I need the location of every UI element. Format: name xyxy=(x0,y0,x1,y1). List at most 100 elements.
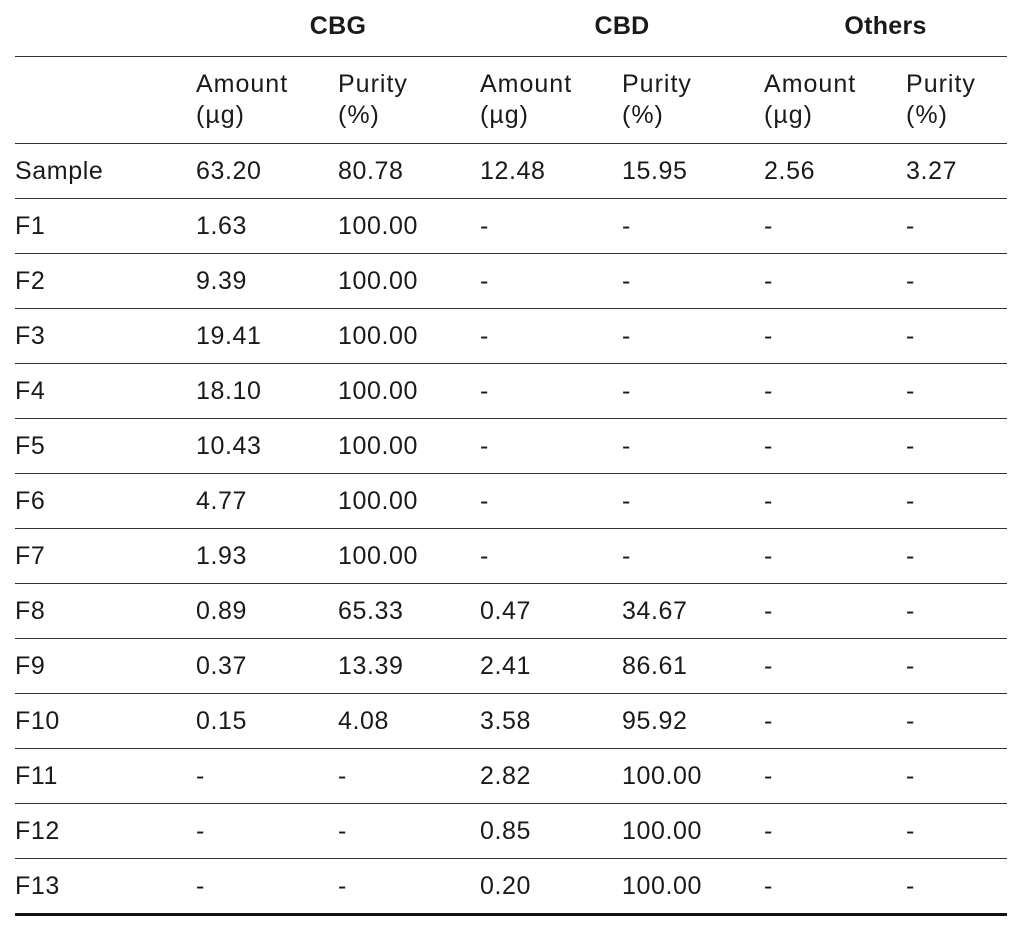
table-cell: - xyxy=(906,363,1008,419)
table-cell: - xyxy=(764,638,907,694)
table-cell: - xyxy=(338,858,480,916)
table-cell: - xyxy=(196,803,338,859)
table-cell: 12.48 xyxy=(480,143,622,199)
row-label: Sample xyxy=(15,143,196,199)
table-cell: - xyxy=(764,693,907,749)
table-cell: 100.00 xyxy=(622,858,765,916)
table-cell: - xyxy=(622,363,765,419)
table-cell: 1.63 xyxy=(196,198,338,254)
table-cell: 2.82 xyxy=(480,748,622,804)
table-cell: 13.39 xyxy=(338,638,480,694)
table-row: F4 18.10 100.00- - - - xyxy=(15,363,1008,419)
table-cell: 65.33 xyxy=(338,583,480,639)
table-cell: 10.43 xyxy=(196,418,338,474)
table-cell: - xyxy=(764,803,907,859)
table-cell: 1.93 xyxy=(196,528,338,584)
column-header-cbd-purity: Purity (%) xyxy=(622,56,765,144)
table-cell: 0.15 xyxy=(196,693,338,749)
table-cell: - xyxy=(906,803,1008,859)
table-cell: 100.00 xyxy=(622,803,765,859)
data-table-container: CBG CBD Others Amount (µg) Purity (%) Am… xyxy=(15,0,1008,916)
table-cell: 100.00 xyxy=(338,198,480,254)
row-label: F9 xyxy=(15,638,196,694)
table-cell: - xyxy=(480,418,622,474)
table-cell: 4.77 xyxy=(196,473,338,529)
column-header-others-amount: Amount (µg) xyxy=(764,56,907,144)
table-cell: - xyxy=(764,583,907,639)
row-label: F2 xyxy=(15,253,196,309)
row-label: F12 xyxy=(15,803,196,859)
table-cell: - xyxy=(906,858,1008,916)
table-cell: - xyxy=(764,253,907,309)
table-cell: 100.00 xyxy=(338,253,480,309)
column-header-line: Purity xyxy=(622,70,692,98)
data-table: CBG CBD Others Amount (µg) Purity (%) Am… xyxy=(15,0,1008,916)
table-cell: 86.61 xyxy=(622,638,765,694)
table-cell: - xyxy=(338,803,480,859)
table-cell: - xyxy=(480,363,622,419)
table-cell: 100.00 xyxy=(338,473,480,529)
table-row: F11- -2.82 100.00- - xyxy=(15,748,1008,804)
table-cell: 95.92 xyxy=(622,693,765,749)
table-cell: - xyxy=(906,693,1008,749)
column-header-line: Amount xyxy=(480,70,573,98)
table-row: F1 1.63 100.00- - - - xyxy=(15,198,1008,254)
group-header-cbg: CBG xyxy=(196,0,480,57)
table-cell: 100.00 xyxy=(338,363,480,419)
row-label: F1 xyxy=(15,198,196,254)
table-cell: - xyxy=(622,308,765,364)
table-cell: - xyxy=(196,748,338,804)
table-cell: - xyxy=(764,528,907,584)
table-row: F3 19.41 100.00- - - - xyxy=(15,308,1008,364)
table-cell: 100.00 xyxy=(622,748,765,804)
table-cell: 19.41 xyxy=(196,308,338,364)
row-label: F7 xyxy=(15,528,196,584)
column-header-line: (%) xyxy=(906,101,948,129)
row-label: F4 xyxy=(15,363,196,419)
table-cell: - xyxy=(622,528,765,584)
table-cell: 15.95 xyxy=(622,143,765,199)
column-header-line: Amount xyxy=(196,70,289,98)
table-cell: - xyxy=(764,198,907,254)
table-cell: 18.10 xyxy=(196,363,338,419)
table-cell: 0.85 xyxy=(480,803,622,859)
table-row: F10 0.15 4.08 3.58 95.92- - xyxy=(15,693,1008,749)
table-cell: - xyxy=(764,748,907,804)
row-label: F6 xyxy=(15,473,196,529)
table-cell: 63.20 xyxy=(196,143,338,199)
column-header-cbd-amount: Amount (µg) xyxy=(480,56,622,144)
table-cell: 0.37 xyxy=(196,638,338,694)
table-cell: 0.20 xyxy=(480,858,622,916)
row-label: F11 xyxy=(15,748,196,804)
table-cell: - xyxy=(622,198,765,254)
table-row: F7 1.93 100.00- - - - xyxy=(15,528,1008,584)
group-header-others: Others xyxy=(764,0,1008,57)
row-label: F8 xyxy=(15,583,196,639)
column-header-line: (%) xyxy=(622,101,664,129)
table-cell: 3.58 xyxy=(480,693,622,749)
table-cell: - xyxy=(906,473,1008,529)
row-label: F3 xyxy=(15,308,196,364)
column-header-line: (µg) xyxy=(764,101,813,129)
table-cell: 3.27 xyxy=(906,143,1008,199)
table-cell: 2.56 xyxy=(764,143,907,199)
column-header-line: Purity xyxy=(338,70,408,98)
table-cell: - xyxy=(622,473,765,529)
column-header-line: Amount xyxy=(764,70,857,98)
table-row: Sample 63.20 80.78 12.48 15.95 2.56 3.27 xyxy=(15,143,1008,199)
table-cell: - xyxy=(906,748,1008,804)
table-cell: - xyxy=(480,253,622,309)
group-header-empty xyxy=(15,0,196,57)
table-cell: - xyxy=(480,308,622,364)
column-header-line: (µg) xyxy=(196,101,245,129)
table-cell: 9.39 xyxy=(196,253,338,309)
table-cell: - xyxy=(906,308,1008,364)
table-cell: - xyxy=(622,418,765,474)
table-row: F5 10.43 100.00- - - - xyxy=(15,418,1008,474)
column-header-others-purity: Purity (%) xyxy=(906,56,1008,144)
table-cell: 100.00 xyxy=(338,528,480,584)
table-cell: - xyxy=(764,418,907,474)
table-cell: - xyxy=(196,858,338,916)
table-cell: - xyxy=(906,583,1008,639)
table-cell: - xyxy=(906,253,1008,309)
